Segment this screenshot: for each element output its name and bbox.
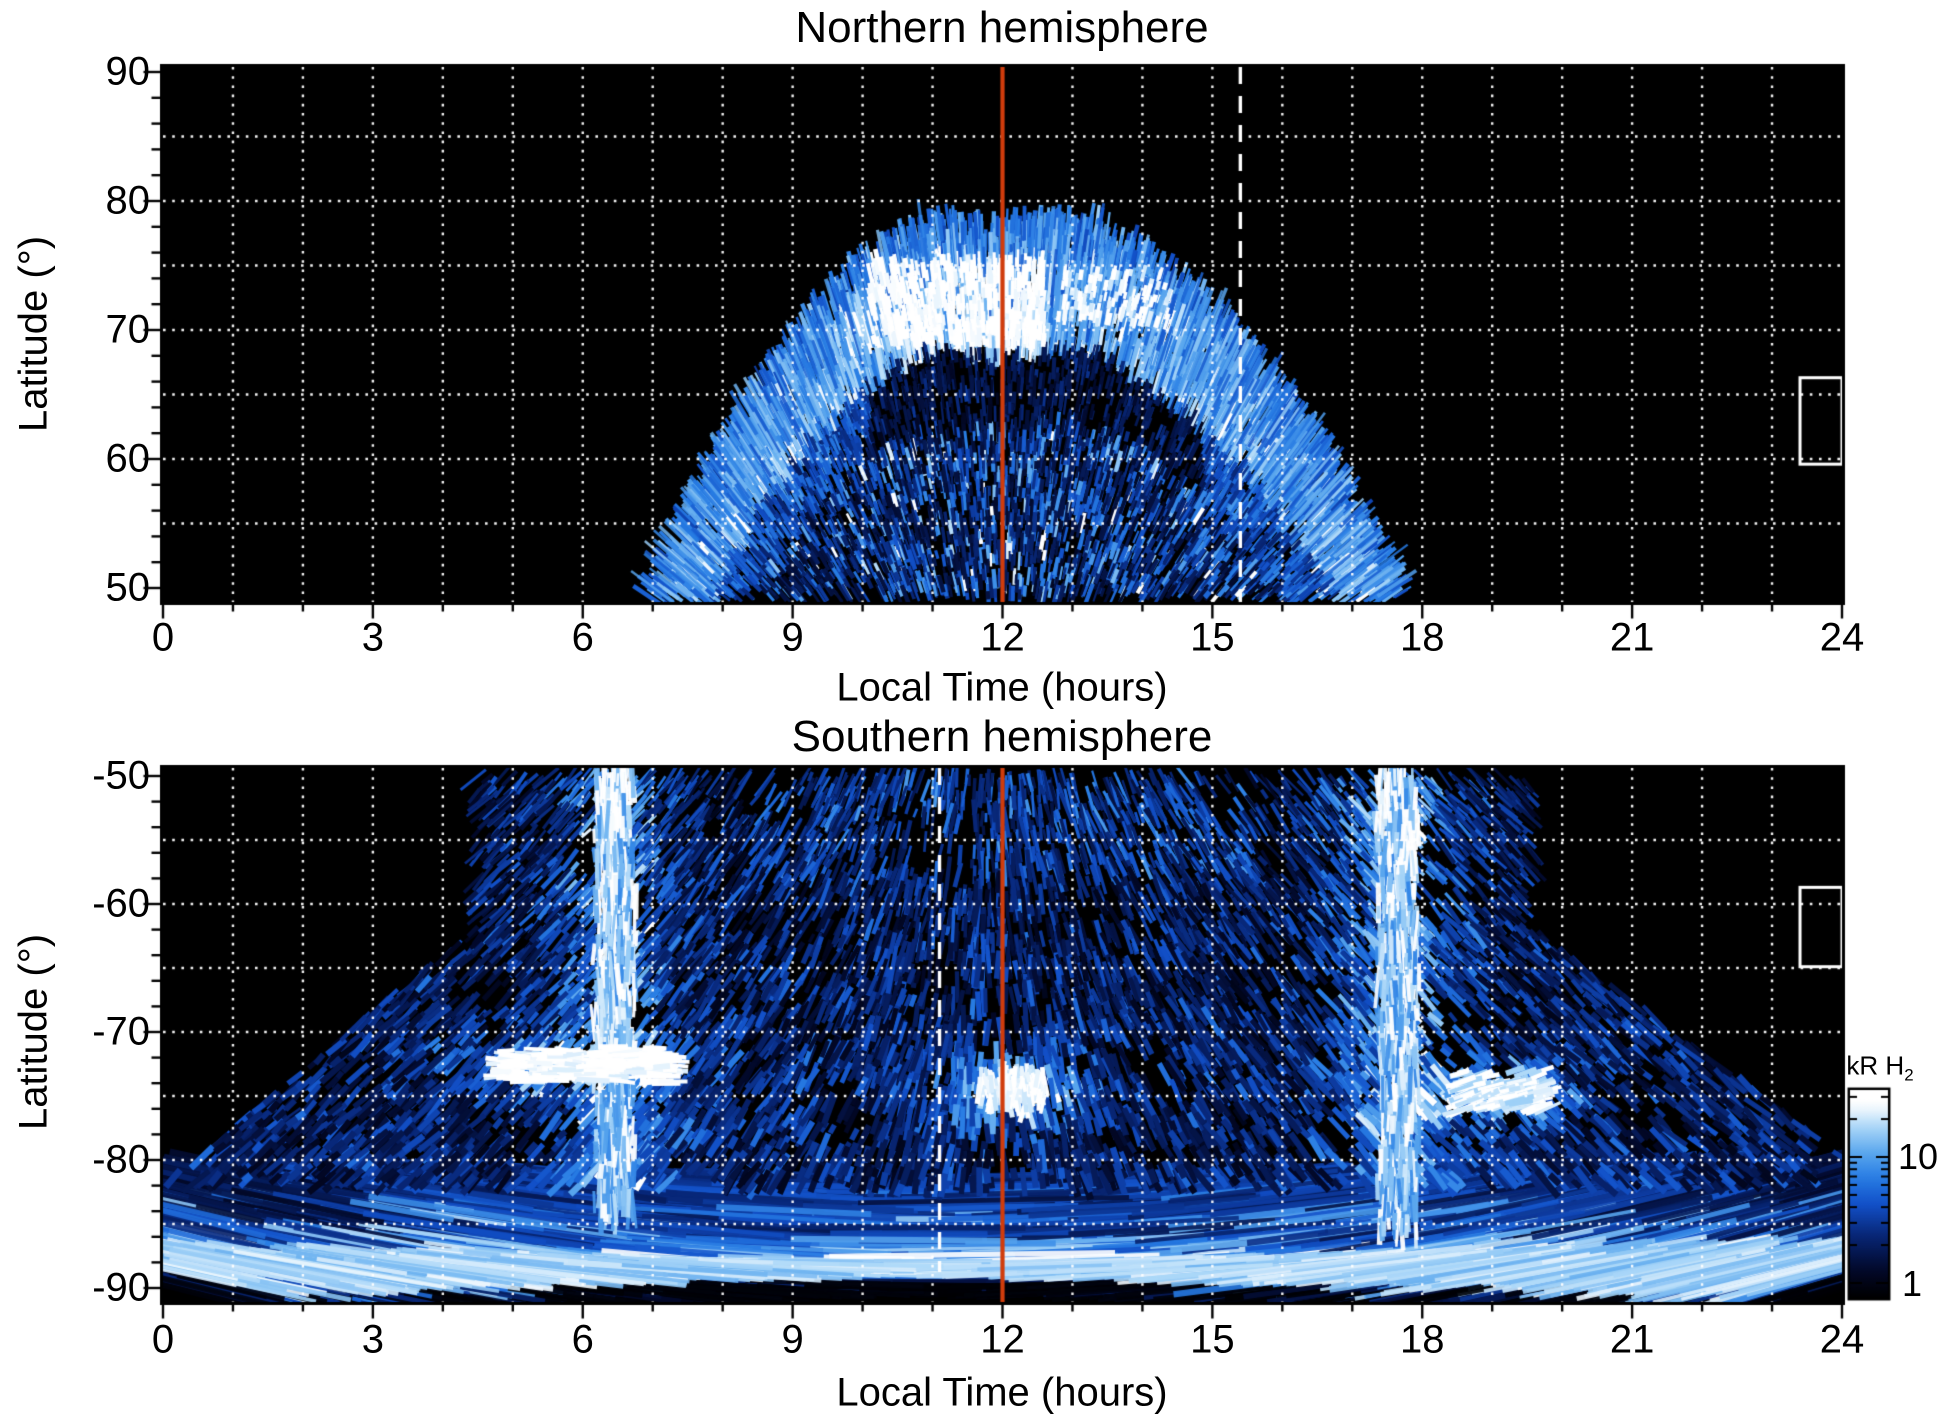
north-panel-title: Northern hemisphere: [795, 3, 1209, 52]
south-xtick-label-0: 0: [151, 1317, 175, 1362]
north-ytick-label-90: 90: [105, 49, 151, 94]
south-xtick-label-9: 9: [781, 1317, 804, 1362]
south-xtick-label-21: 21: [1609, 1317, 1655, 1362]
north-ytick-label-70: 70: [105, 307, 151, 352]
north-yaxis-label: Latitude (°): [11, 235, 56, 433]
north-xtick-label-15: 15: [1190, 615, 1235, 660]
south-ytick-label--50: -50: [92, 753, 150, 798]
north-xtick-label-6: 6: [571, 615, 594, 660]
north-xtick-label-9: 9: [781, 615, 804, 660]
north-xtick-label-24: 24: [1819, 615, 1865, 660]
north-ytick-label-50: 50: [105, 565, 151, 610]
south-xtick-label-12: 12: [980, 1317, 1025, 1362]
south-xaxis-label: Local Time (hours): [836, 1370, 1168, 1415]
north-ytick-label-80: 80: [105, 178, 151, 223]
south-ytick-label--60: -60: [92, 881, 150, 926]
colorbar-title-sub: 2: [1904, 1065, 1914, 1085]
south-xtick-label-18: 18: [1400, 1317, 1445, 1362]
north-xtick-label-12: 12: [980, 615, 1025, 660]
south-xtick-label-15: 15: [1190, 1317, 1235, 1362]
south-xtick-label-3: 3: [361, 1317, 384, 1362]
north-xtick-label-21: 21: [1609, 615, 1655, 660]
south-yaxis-label: Latitude (°): [11, 933, 56, 1131]
south-ytick-label--80: -80: [92, 1137, 150, 1182]
south-panel-title: Southern hemisphere: [791, 712, 1213, 761]
colorbar-tick-label-1: 1: [1902, 1263, 1923, 1304]
south-xtick-label-24: 24: [1819, 1317, 1865, 1362]
colorbar-tick-label-10: 10: [1898, 1136, 1939, 1177]
south-ytick-label--90: -90: [92, 1265, 150, 1310]
colorbar-title-main: kR H: [1846, 1050, 1905, 1081]
north-xtick-label-0: 0: [151, 615, 175, 660]
south-ytick-label--70: -70: [92, 1009, 150, 1054]
colorbar-title: kR H2: [1846, 1050, 1913, 1085]
south-xtick-label-6: 6: [571, 1317, 594, 1362]
north-ytick-label-60: 60: [105, 436, 151, 481]
north-xtick-label-3: 3: [361, 615, 384, 660]
north-xaxis-label: Local Time (hours): [836, 665, 1168, 710]
north-xtick-label-18: 18: [1400, 615, 1445, 660]
